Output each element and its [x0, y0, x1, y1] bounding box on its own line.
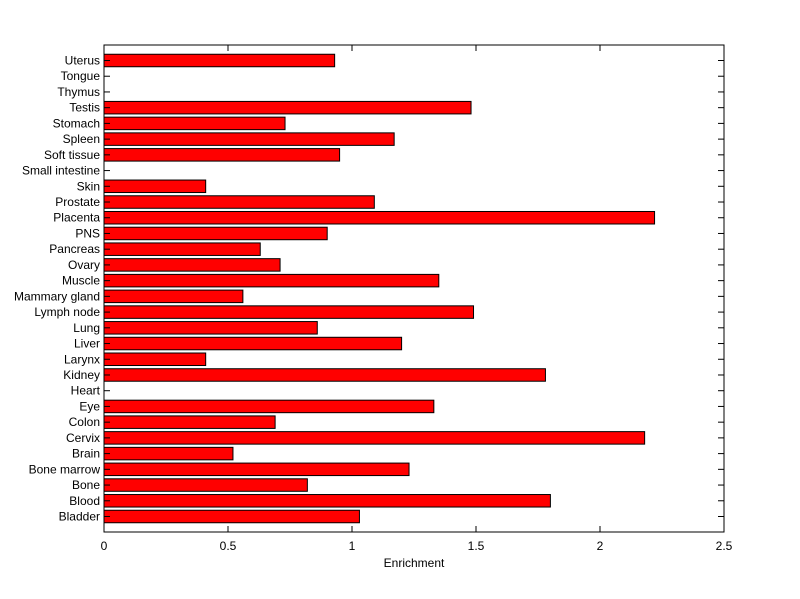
x-tick-label-3: 1.5	[468, 539, 485, 553]
y-tick-label-tongue: Tongue	[61, 69, 101, 83]
bar-brain	[103, 446, 234, 461]
x-ticks-group: 0 0.5 1 1.5 2 2.5	[101, 45, 733, 553]
bar-testis	[103, 100, 472, 115]
y-tick-label-testis: Testis	[69, 101, 100, 115]
bar-bone	[103, 478, 308, 492]
bar-blood	[103, 494, 551, 508]
y-tick-label-heart: Heart	[71, 384, 101, 398]
y-tick-label-uterus: Uterus	[65, 54, 100, 68]
y-tick-label-colon: Colon	[69, 415, 100, 429]
bar-liver	[103, 336, 403, 351]
bar-bladder	[103, 509, 360, 524]
y-tick-label-bladder: Bladder	[59, 510, 100, 524]
bar-prostate	[103, 195, 375, 209]
y-tick-label-ovary: Ovary	[68, 258, 100, 272]
bar-spleen	[103, 132, 395, 146]
bars-group	[103, 53, 656, 524]
y-tick-label-larynx: Larynx	[64, 352, 100, 366]
bar-colon	[103, 415, 276, 429]
bar-cervix	[103, 431, 646, 445]
bar-ovary	[103, 258, 281, 272]
y-tick-label-thymus: Thymus	[57, 85, 100, 99]
x-tick-label-0: 0	[101, 539, 108, 553]
y-tick-label-spleen: Spleen	[63, 132, 100, 146]
x-tick-label-5: 2.5	[716, 539, 733, 553]
bar-lymph-node	[103, 305, 475, 319]
y-tick-label-pancreas: Pancreas	[49, 242, 100, 256]
y-tick-label-soft-tissue: Soft tissue	[44, 148, 100, 162]
y-tick-label-mammary-gland: Mammary gland	[14, 289, 100, 303]
y-tick-label-liver: Liver	[74, 337, 100, 351]
bar-bone-marrow	[103, 462, 410, 477]
y-tick-label-bone: Bone	[72, 478, 100, 492]
x-tick-label-1: 0.5	[220, 539, 237, 553]
y-tick-label-small-intestine: Small intestine	[22, 164, 100, 178]
x-tick-label-2: 1	[349, 539, 356, 553]
y-tick-label-bone-marrow: Bone marrow	[29, 462, 101, 476]
bar-larynx	[103, 352, 207, 367]
y-tick-label-stomach: Stomach	[53, 116, 100, 130]
bar-skin	[103, 179, 207, 194]
y-tick-label-lung: Lung	[73, 321, 100, 335]
y-tick-label-muscle: Muscle	[62, 274, 100, 288]
y-tick-label-kidney: Kidney	[63, 368, 100, 382]
bar-eye	[103, 399, 435, 414]
y-tick-label-brain: Brain	[72, 447, 100, 461]
y-tick-label-skin: Skin	[77, 179, 100, 193]
y-tick-label-placenta: Placenta	[53, 211, 100, 225]
bar-muscle	[103, 273, 440, 288]
y-tick-label-blood: Blood	[69, 494, 100, 508]
bar-placenta	[103, 210, 656, 225]
bar-uterus	[103, 53, 336, 68]
y-tick-label-prostate: Prostate	[55, 195, 100, 209]
y-tick-label-eye: Eye	[79, 399, 100, 413]
bar-mammary-gland	[103, 289, 244, 304]
bar-pancreas	[103, 242, 261, 256]
y-tick-label-pns: PNS	[75, 226, 100, 240]
x-tick-label-4: 2	[597, 539, 604, 553]
x-axis-label: Enrichment	[384, 556, 445, 570]
bar-kidney	[103, 368, 546, 382]
y-tick-label-cervix: Cervix	[66, 431, 100, 445]
bar-pns	[103, 226, 328, 241]
bar-stomach	[103, 116, 286, 131]
y-tick-label-lymph-node: Lymph node	[34, 305, 100, 319]
bar-soft-tissue	[103, 148, 341, 162]
bar-lung	[103, 321, 318, 335]
